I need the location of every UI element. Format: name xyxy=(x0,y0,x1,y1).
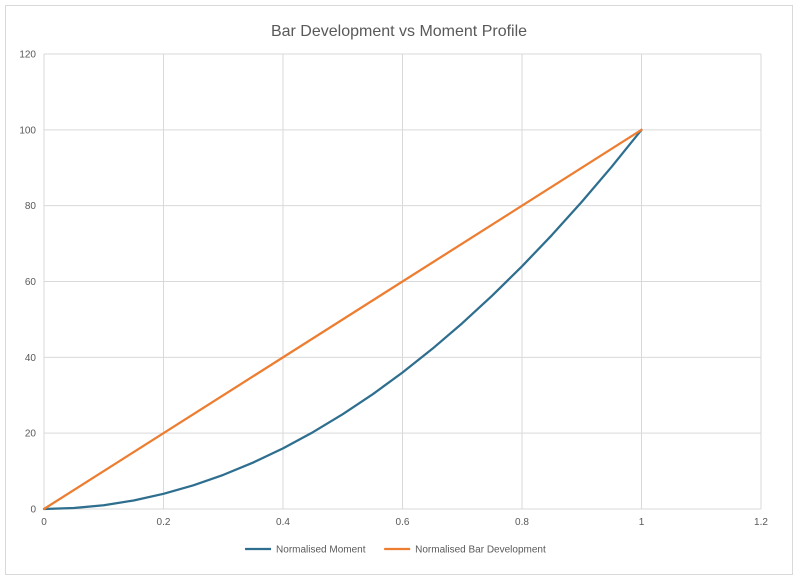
x-tick-label: 0.2 xyxy=(157,517,171,528)
y-tick-label: 80 xyxy=(25,201,37,212)
x-tick-label: 0.6 xyxy=(396,517,410,528)
y-tick-label: 20 xyxy=(25,429,37,440)
legend: Normalised Moment Normalised Bar Developm… xyxy=(245,545,546,556)
y-tick-label: 100 xyxy=(19,125,36,136)
series-line-normalised-bar-development xyxy=(42,128,643,511)
x-tick-label: 1 xyxy=(639,517,645,528)
y-tick-label: 40 xyxy=(25,353,37,364)
x-tick-label: 0 xyxy=(41,517,47,528)
y-tick-label: 60 xyxy=(25,277,37,288)
x-tick-label: 0.4 xyxy=(276,517,290,528)
x-tick-label: 1.2 xyxy=(754,517,768,528)
x-tick-label: 0.8 xyxy=(515,517,529,528)
chart-title: Bar Development vs Moment Profile xyxy=(271,23,527,40)
chart-frame: Bar Development vs Moment Profile 0 0.2 0.… xyxy=(5,5,793,575)
legend-label: Normalised Bar Development xyxy=(415,545,546,556)
series-line-normalised-moment xyxy=(42,128,643,511)
axis-tick-labels: 0 0.2 0.4 0.6 0.8 1 1.2 0 20 40 60 80 100 120 xyxy=(19,50,768,529)
y-tick-label: 120 xyxy=(19,50,36,61)
data-series xyxy=(42,128,643,511)
legend-label: Normalised Moment xyxy=(276,545,366,556)
y-tick-label: 0 xyxy=(30,505,36,516)
line-chart: Bar Development vs Moment Profile 0 0.2 0.… xyxy=(19,23,768,556)
